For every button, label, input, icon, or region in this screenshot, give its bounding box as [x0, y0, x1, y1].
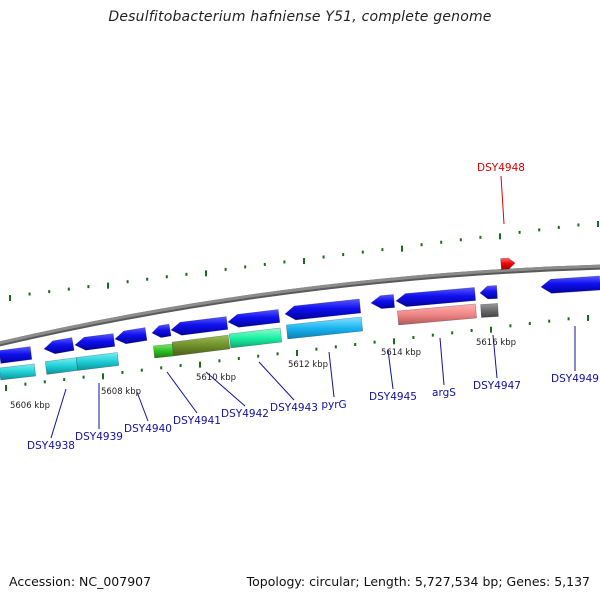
genome-summary-text: Topology: circular; Length: 5,727,534 bp…: [246, 574, 590, 589]
gene-label-pyrG[interactable]: pyrG: [321, 399, 346, 411]
gene-label-DSY4941[interactable]: DSY4941: [173, 415, 221, 427]
gene-arrow-DSY4945[interactable]: [370, 294, 395, 309]
gene-arrow-DSY4949[interactable]: [540, 275, 600, 294]
gene-arrow-pyrG[interactable]: [284, 298, 362, 321]
gene-label-argS[interactable]: argS: [432, 387, 456, 399]
gene-label-DSY4945[interactable]: DSY4945: [369, 391, 417, 403]
gene-box-cyan-2[interactable]: [44, 357, 79, 375]
gene-label-DSY4947[interactable]: DSY4947: [473, 380, 521, 392]
gene-box-mint[interactable]: [228, 327, 283, 349]
leader-line-DSY4942: [205, 371, 246, 407]
gene-label-DSY4938[interactable]: DSY4938: [27, 440, 75, 452]
leader-line-DSY4948: [500, 175, 505, 225]
gene-box-sky[interactable]: [285, 316, 364, 340]
scale-label: 5608 kbp: [101, 387, 141, 397]
gene-box-cyan-3[interactable]: [75, 352, 120, 371]
gene-label-DSY4942[interactable]: DSY4942: [221, 408, 269, 420]
gene-box-gray[interactable]: [480, 303, 499, 318]
gene-label-DSY4943[interactable]: DSY4943: [270, 402, 318, 414]
gene-arrow-DSY4941[interactable]: [151, 323, 172, 338]
leader-line-DSY4945: [387, 349, 394, 390]
gene-label-DSY4939[interactable]: DSY4939: [75, 431, 123, 443]
gene-arrow-DSY4938[interactable]: [0, 346, 33, 364]
gene-box-cyan-1[interactable]: [0, 363, 37, 381]
gene-arrow-DSY4948[interactable]: [500, 257, 516, 270]
leader-line-DSY4940: [136, 391, 149, 422]
gene-arrow-argS[interactable]: [395, 287, 476, 307]
gene-arrow-DSY4939b[interactable]: [74, 333, 116, 351]
scale-label: 5616 kbp: [476, 338, 516, 348]
gene-box-green[interactable]: [153, 343, 174, 359]
scale-label: 5612 kbp: [288, 360, 328, 370]
leader-line-DSY4947: [492, 334, 498, 379]
genome-backbone: [0, 264, 600, 345]
scale-label: 5606 kbp: [10, 401, 50, 411]
leader-line-DSY4938: [50, 388, 67, 439]
leader-line-pyrG: [328, 351, 335, 398]
leader-line-argS: [439, 337, 445, 386]
gene-label-DSY4948[interactable]: DSY4948: [477, 162, 525, 174]
map-title: Desulfitobacterium hafniense Y51, comple…: [108, 9, 492, 25]
gene-arrow-DSY4947[interactable]: [479, 285, 498, 300]
gene-arrow-DSY4943[interactable]: [227, 309, 281, 328]
leader-line-DSY4943: [258, 361, 295, 401]
gene-box-olive[interactable]: [171, 334, 231, 357]
gene-box-argS[interactable]: [397, 303, 477, 326]
accession-text: Accession: NC_007907: [9, 574, 152, 589]
gene-arrow-DSY4940[interactable]: [114, 327, 148, 345]
gene-arrow-DSY4939[interactable]: [43, 337, 75, 355]
leader-line-DSY4941: [166, 371, 198, 414]
gene-arrow-DSY4942[interactable]: [170, 316, 229, 336]
gene-label-DSY4949[interactable]: DSY4949: [551, 373, 599, 385]
gene-label-DSY4940[interactable]: DSY4940: [124, 423, 172, 435]
scale-label: 5610 kbp: [196, 373, 236, 383]
scale-label: 5614 kbp: [381, 348, 421, 358]
